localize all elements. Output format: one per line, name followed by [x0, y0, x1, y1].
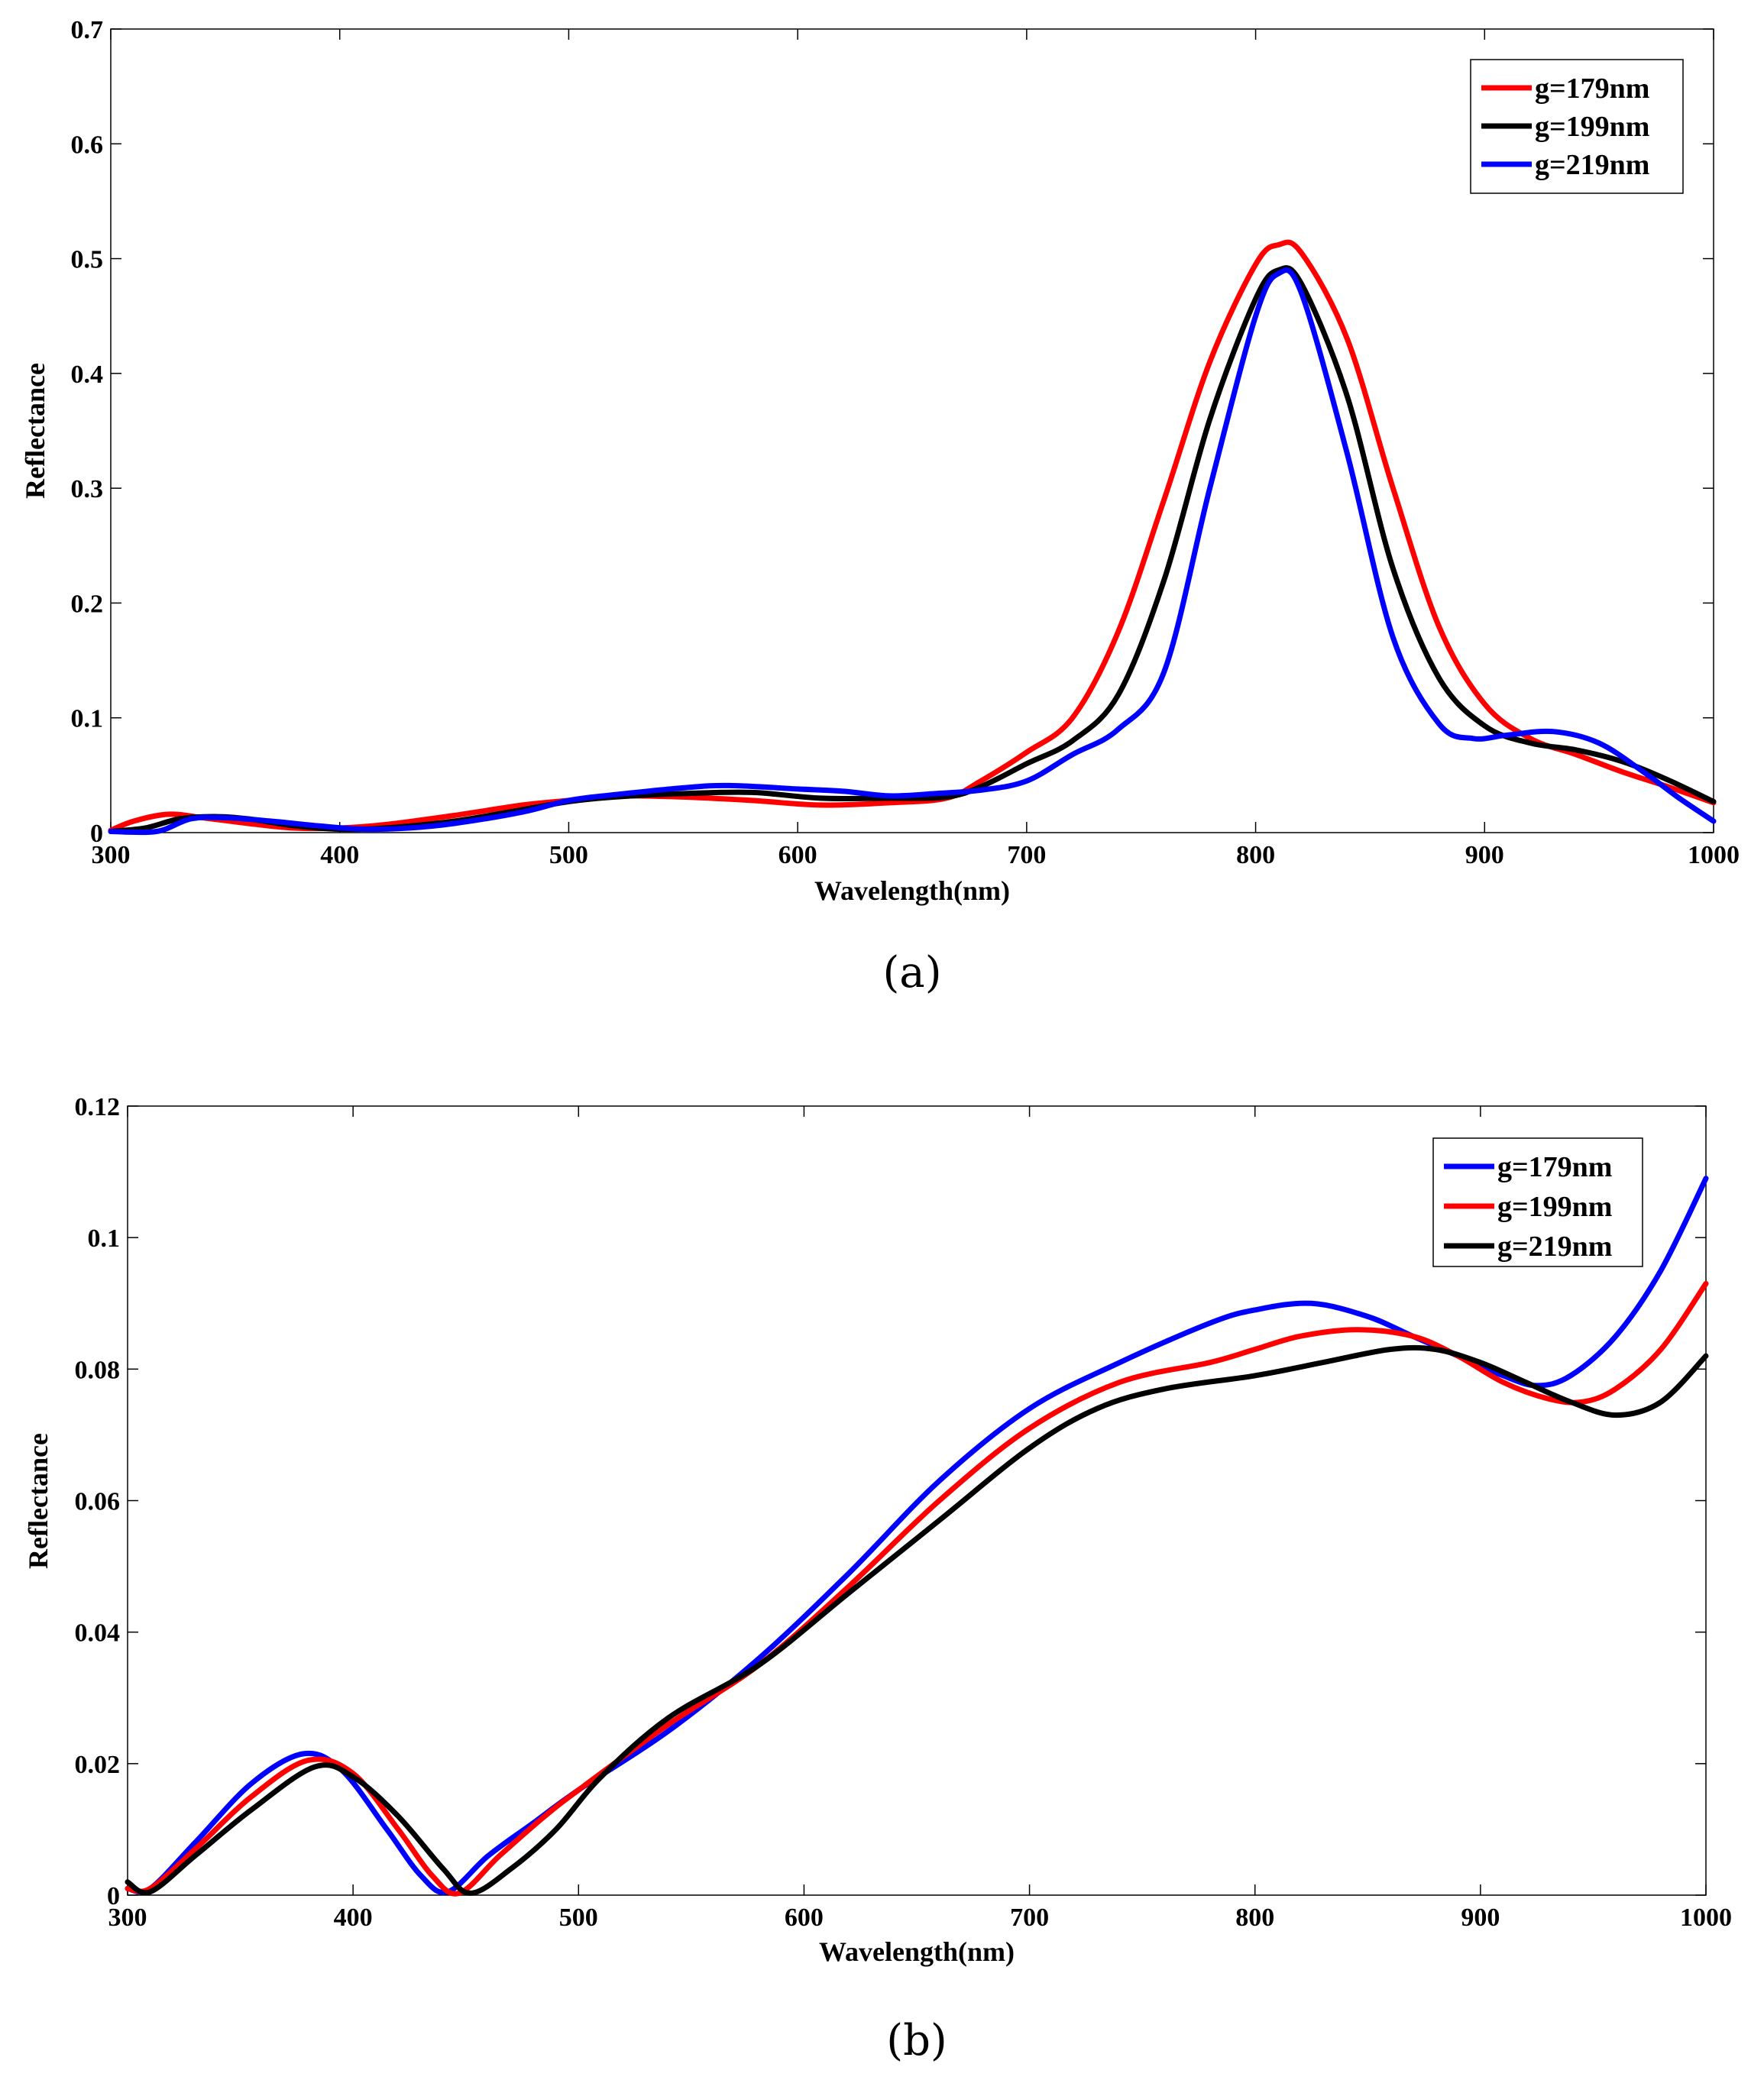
legend: g=179nm g=199nm g=219nm — [1470, 59, 1684, 194]
y-tick-label: 0.6 — [71, 131, 104, 159]
y-tick-label: 0.4 — [71, 361, 104, 389]
x-tick-label: 700 — [1010, 1904, 1049, 1932]
y-tick-label: 0.08 — [75, 1356, 121, 1384]
y-axis-label: Reflectance — [20, 363, 50, 499]
y-tick-label: 0.1 — [88, 1224, 121, 1253]
y-tick-label: 0.06 — [75, 1488, 121, 1516]
x-axis-label: Wavelength(nm) — [814, 875, 1010, 906]
x-tick-label: 300 — [92, 841, 131, 869]
x-tick-label: 1000 — [1688, 841, 1740, 869]
x-tick-label: 500 — [559, 1904, 598, 1932]
x-tick-label: 700 — [1007, 841, 1046, 869]
y-tick-label: 0.3 — [71, 475, 104, 503]
panel-label-b: (b) — [886, 2016, 947, 2065]
x-tick-label: 400 — [334, 1904, 373, 1932]
x-axis-label: Wavelength(nm) — [819, 1936, 1015, 1967]
plot-area-frame — [110, 28, 1714, 833]
x-tick-label: 900 — [1465, 841, 1504, 869]
y-tick-label: 0.04 — [75, 1619, 121, 1648]
series-line-g-219nm — [125, 1344, 1709, 1896]
legend: g=179nm g=199nm g=219nm — [1432, 1137, 1643, 1267]
series-lines — [108, 239, 1717, 836]
x-tick-label: 1000 — [1680, 1904, 1732, 1932]
axis-tick-labels: 300 400 500 600 700 800 900 1000 0 0.1 0.2 0.3 0.4 0.… — [71, 16, 1740, 869]
series-line-g-179nm — [108, 239, 1717, 833]
axis-ticks — [110, 28, 1714, 833]
y-tick-label: 0.1 — [71, 705, 104, 733]
legend-label: g=219nm — [1535, 149, 1649, 181]
y-tick-label: 0.02 — [75, 1751, 121, 1779]
chart-panel-a: 300 400 500 600 700 800 900 1000 0 0.1 0.2 0.3 0.4 0.… — [20, 16, 1740, 998]
legend-label: g=199nm — [1535, 111, 1649, 143]
legend-label: g=219nm — [1497, 1231, 1612, 1263]
legend-label: g=199nm — [1497, 1191, 1612, 1223]
y-tick-label: 0 — [107, 1882, 120, 1910]
legend-label: g=179nm — [1535, 73, 1649, 105]
x-tick-label: 500 — [549, 841, 588, 869]
y-axis-label: Reflectance — [23, 1433, 53, 1569]
x-tick-label: 600 — [785, 1904, 824, 1932]
axis-tick-labels: 300 400 500 600 700 800 900 1000 0 0.02 0.04 0.06 0.… — [75, 1093, 1733, 1932]
y-tick-label: 0 — [90, 820, 103, 848]
series-lines — [125, 1176, 1709, 1897]
panel-label-a: (a) — [882, 948, 941, 998]
x-tick-label: 800 — [1235, 1904, 1274, 1932]
y-tick-label: 0.12 — [75, 1093, 121, 1121]
x-tick-label: 400 — [320, 841, 359, 869]
x-tick-label: 600 — [778, 841, 817, 869]
x-tick-label: 900 — [1461, 1904, 1500, 1932]
y-tick-label: 0.7 — [71, 16, 104, 44]
y-tick-label: 0.5 — [71, 246, 104, 274]
x-tick-label: 800 — [1236, 841, 1275, 869]
y-tick-label: 0.2 — [71, 590, 104, 618]
series-line-g-219nm — [108, 267, 1717, 836]
series-line-g-199nm — [125, 1280, 1709, 1897]
chart-panel-b: 300 400 500 600 700 800 900 1000 0 0.02 0.04 0.06 0.… — [23, 1093, 1732, 2065]
x-tick-label: 300 — [108, 1904, 147, 1932]
legend-label: g=179nm — [1497, 1151, 1612, 1183]
